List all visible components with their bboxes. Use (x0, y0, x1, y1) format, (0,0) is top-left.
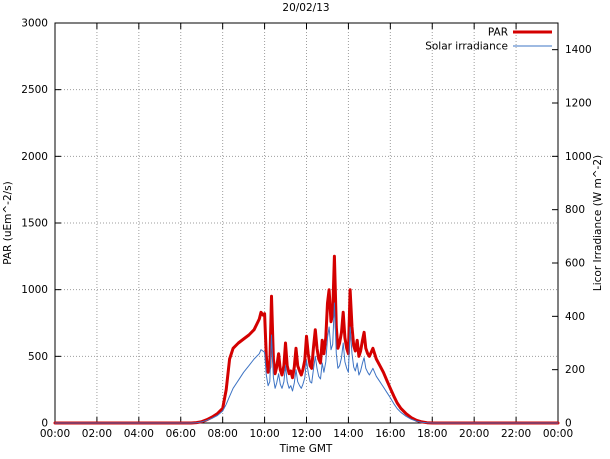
y-left-tick-label: 3000 (21, 18, 48, 30)
chart-generated: 0 500 1000 1500 2000 2500 3000 0 200 400 600 800 100… (21, 18, 591, 441)
x-tick-label: 22:00 (501, 428, 531, 440)
y-left-tick-label: 1000 (21, 284, 48, 296)
y-left-tick-label: 0 (41, 418, 48, 430)
x-tick-label: 14:00 (333, 428, 363, 440)
y-axis-right-label: Licor Irradiance (W m^-2) (592, 155, 604, 291)
x-tick-label: 00:00 (543, 428, 573, 440)
y-right-tick-label: 0 (565, 418, 572, 430)
x-tick-label: 04:00 (124, 428, 154, 440)
legend-label: Solar irradiance (425, 41, 508, 53)
y-left-tick-label: 2000 (21, 151, 48, 163)
x-tick-label: 16:00 (375, 428, 405, 440)
y-right-tick-label: 800 (565, 204, 585, 216)
y-left-tick-label: 500 (28, 351, 48, 363)
x-tick-label: 20:00 (459, 428, 489, 440)
x-tick-label: 08:00 (208, 428, 238, 440)
y-right-tick-label: 1000 (565, 151, 592, 163)
series-line-solar-irradiance (54, 302, 559, 424)
x-axis-label: Time GMT (279, 443, 333, 455)
y-right-tick-label: 200 (565, 364, 585, 376)
y-right-tick-label: 1400 (565, 44, 592, 56)
y-left-tick-label: 2500 (21, 84, 48, 96)
series-line-par (53, 254, 560, 425)
x-tick-label: 00:00 (40, 428, 70, 440)
y-right-tick-label: 600 (565, 258, 585, 270)
x-tick-label: 10:00 (249, 428, 279, 440)
x-tick-label: 06:00 (166, 428, 196, 440)
x-tick-label: 02:00 (82, 428, 112, 440)
x-tick-label: 18:00 (417, 428, 447, 440)
y-right-tick-label: 1200 (565, 98, 592, 110)
x-tick-label: 12:00 (291, 428, 321, 440)
chart-title: 20/02/13 (282, 2, 329, 14)
legend-label: PAR (488, 27, 508, 39)
y-left-tick-label: 1500 (21, 218, 48, 230)
y-right-tick-label: 400 (565, 311, 585, 323)
y-axis-left-label: PAR (uEm^-2/s) (2, 181, 14, 264)
